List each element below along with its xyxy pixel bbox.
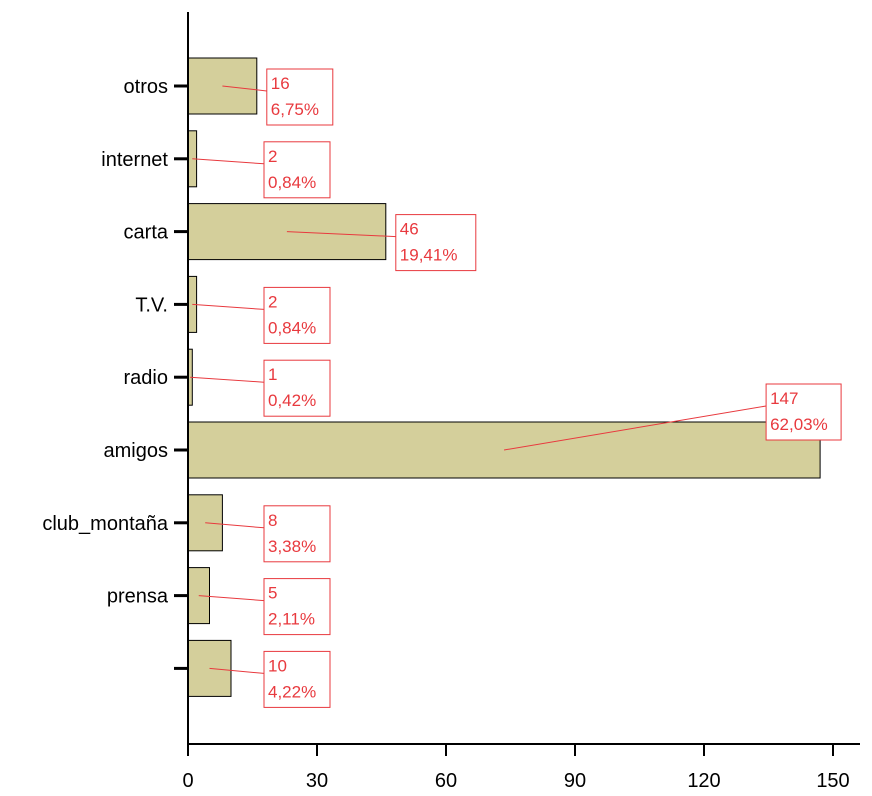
data-label-count: 10 <box>268 656 287 675</box>
x-tick-label: 0 <box>182 770 193 792</box>
category-label: internet <box>101 149 168 171</box>
data-label-box <box>263 578 331 636</box>
category-label: T.V. <box>135 294 168 316</box>
category-label: otros <box>124 76 168 98</box>
category-label: club_montaña <box>42 513 169 535</box>
data-labels-group: 16 6,75% 2 0,84% 46 19,41% 2 0,84% 1 0,42% 147 62,0… <box>263 68 842 708</box>
data-label-percent: 62,03% <box>770 415 828 434</box>
data-label-count: 8 <box>268 511 277 530</box>
leader-line <box>192 303 265 310</box>
x-tick-label: 120 <box>687 770 720 792</box>
data-label-box <box>263 286 331 344</box>
data-label-count: 147 <box>770 389 798 408</box>
axes-group: 0 30 60 90 120 150 otros internet carta T.V. radio… <box>42 12 860 792</box>
data-label-percent: 0,84% <box>268 318 316 337</box>
category-label: radio <box>124 367 168 389</box>
data-label-percent: 3,38% <box>268 537 316 556</box>
data-label-percent: 19,41% <box>400 246 458 265</box>
leader-lines-group <box>190 85 767 674</box>
x-tick-label: 90 <box>564 770 586 792</box>
data-label-count: 46 <box>400 220 419 239</box>
data-label-percent: 4,22% <box>268 682 316 701</box>
leader-line <box>209 667 265 674</box>
data-label-box <box>263 650 331 708</box>
data-label-count: 2 <box>268 292 277 311</box>
bars-group <box>187 57 821 697</box>
data-label-box <box>263 141 331 199</box>
data-label-count: 16 <box>271 74 290 93</box>
leader-line <box>192 158 265 165</box>
leader-line <box>503 405 767 451</box>
leader-line <box>205 522 265 529</box>
category-label: amigos <box>104 440 168 462</box>
leader-line <box>222 85 267 92</box>
x-tick-label: 60 <box>435 770 457 792</box>
bar <box>187 203 387 261</box>
data-label-percent: 0,84% <box>268 173 316 192</box>
data-label-percent: 0,42% <box>268 391 316 410</box>
x-tick-label: 30 <box>306 770 328 792</box>
data-label-percent: 2,11% <box>268 610 315 629</box>
data-label-count: 5 <box>268 584 277 603</box>
data-label-count: 1 <box>268 365 277 384</box>
leader-line <box>190 376 265 383</box>
leader-line <box>198 595 265 602</box>
x-tick-label: 150 <box>816 770 849 792</box>
data-label-box <box>263 505 331 563</box>
data-label-box <box>263 359 331 417</box>
leader-line <box>286 231 396 238</box>
data-label-box <box>765 383 842 441</box>
data-label-box <box>266 68 334 126</box>
category-label: prensa <box>107 586 169 608</box>
data-label-percent: 6,75% <box>271 100 319 119</box>
category-label: carta <box>124 222 169 244</box>
data-label-box <box>395 214 477 272</box>
data-label-count: 2 <box>268 147 277 166</box>
